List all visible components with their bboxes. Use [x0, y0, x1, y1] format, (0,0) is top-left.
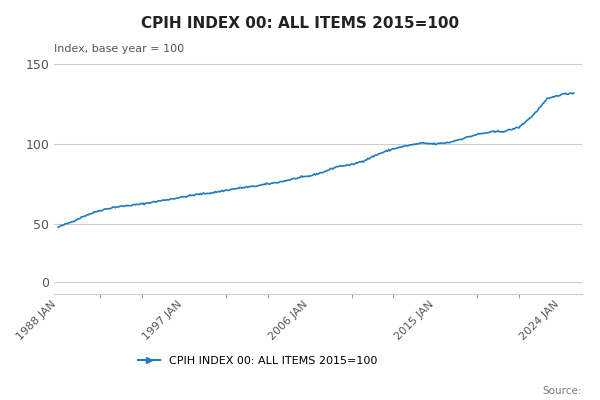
Text: Index, base year = 100: Index, base year = 100	[54, 44, 184, 54]
Legend: CPIH INDEX 00: ALL ITEMS 2015=100: CPIH INDEX 00: ALL ITEMS 2015=100	[134, 352, 382, 370]
Text: Source:: Source:	[542, 386, 582, 396]
Text: CPIH INDEX 00: ALL ITEMS 2015=100: CPIH INDEX 00: ALL ITEMS 2015=100	[141, 16, 459, 31]
